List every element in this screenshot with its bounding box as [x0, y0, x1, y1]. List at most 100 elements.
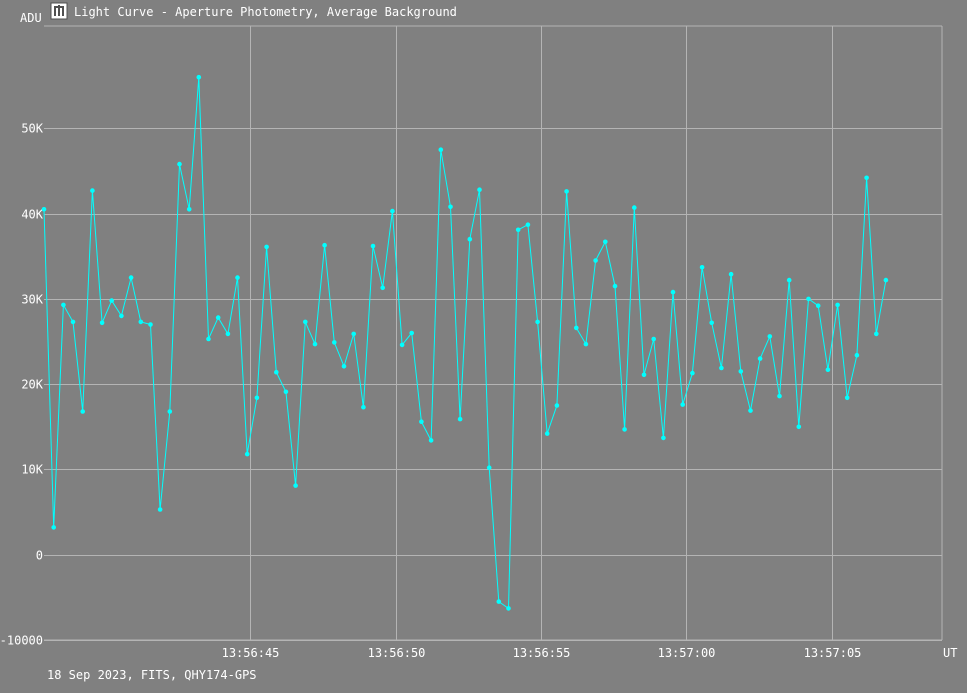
- data-point: [370, 243, 376, 249]
- data-point: [448, 204, 453, 210]
- data-point: [409, 330, 415, 336]
- data-point: [632, 205, 637, 210]
- data-point: [622, 427, 627, 432]
- data-point: [380, 285, 386, 291]
- data-point: [157, 507, 163, 512]
- y-tick-label: 0: [36, 549, 43, 563]
- data-point: [767, 334, 773, 339]
- data-point: [690, 370, 695, 376]
- data-point: [351, 331, 357, 337]
- y-tick-label: 20K: [21, 378, 43, 392]
- window-title: Light Curve - Aperture Photometry, Avera…: [74, 5, 457, 19]
- data-point: [467, 236, 473, 242]
- data-point: [719, 365, 724, 371]
- data-point: [844, 395, 850, 401]
- data-point: [254, 395, 260, 401]
- data-point: [244, 451, 250, 457]
- data-point: [215, 315, 221, 320]
- data-point: [554, 403, 560, 408]
- data-point: [564, 189, 569, 194]
- data-point: [477, 187, 482, 192]
- data-point: [699, 265, 705, 270]
- data-point: [670, 289, 676, 295]
- data-point: [515, 227, 521, 233]
- data-point: [225, 331, 231, 337]
- y-tick-label: 40K: [21, 208, 43, 222]
- x-tick-label: 13:56:50: [368, 646, 426, 660]
- data-point: [603, 239, 608, 245]
- data-point: [186, 207, 192, 212]
- y-tick-label: 50K: [21, 122, 43, 136]
- data-point: [864, 175, 869, 181]
- data-point: [583, 341, 589, 347]
- data-point: [738, 369, 744, 374]
- data-point: [661, 435, 666, 441]
- data-point: [757, 356, 763, 361]
- data-point: [293, 483, 298, 488]
- data-point: [235, 275, 240, 280]
- data-point: [641, 372, 647, 378]
- data-point: [506, 606, 511, 611]
- data-point: [303, 319, 308, 325]
- data-point: [148, 322, 153, 327]
- data-point: [806, 296, 811, 302]
- y-tick-label: -10000: [0, 634, 43, 648]
- y-tick-label: 10K: [21, 463, 43, 477]
- data-point: [361, 404, 366, 410]
- data-point: [777, 393, 782, 399]
- data-point: [80, 409, 85, 414]
- data-point: [177, 161, 182, 167]
- grid: [44, 25, 943, 641]
- data-point: [138, 319, 144, 325]
- data-point: [496, 599, 502, 604]
- x-tick-label: 13:56:45: [222, 646, 280, 660]
- data-point: [854, 352, 860, 358]
- data-point: [544, 431, 550, 436]
- data-point: [419, 419, 424, 425]
- data-point: [312, 341, 318, 347]
- data-point: [786, 277, 792, 283]
- data-point: [438, 147, 444, 152]
- light-curve-app-icon[interactable]: [50, 2, 68, 20]
- x-axis-ticks: 13:56:45 13:56:50 13:56:55 13:57:00 13:57:05: [222, 646, 862, 660]
- data-point: [196, 74, 202, 80]
- data-point: [457, 416, 463, 422]
- x-tick-label: 13:56:55: [513, 646, 571, 660]
- data-point: [835, 302, 840, 308]
- data-point: [815, 303, 821, 309]
- y-tick-label: 30K: [21, 293, 43, 307]
- data-point: [825, 367, 831, 373]
- data-point: [883, 277, 889, 283]
- data-point: [535, 319, 540, 325]
- data-point: [574, 325, 579, 331]
- data-point: [680, 402, 685, 407]
- plot-area[interactable]: -10000 0 10K 20K 30K 40K 50K 13:56:45 13:56:50 1…: [0, 25, 943, 660]
- data-point: [525, 222, 531, 227]
- series-line: [43, 77, 887, 610]
- y-axis-title: ADU: [20, 11, 42, 25]
- data-point: [874, 331, 879, 337]
- y-axis-ticks: -10000 0 10K 20K 30K 40K 50K: [0, 122, 44, 648]
- data-point: [428, 438, 434, 443]
- x-axis-title: UT: [943, 646, 957, 660]
- data-point: [486, 465, 492, 471]
- data-point: [341, 364, 347, 369]
- data-point: [167, 409, 173, 414]
- data-point: [322, 242, 327, 248]
- data-point: [399, 342, 405, 348]
- data-point: [109, 298, 114, 303]
- data-point: [709, 320, 714, 326]
- data-point: [748, 408, 753, 413]
- data-point: [90, 188, 95, 193]
- data-point: [70, 319, 76, 325]
- data-point: [206, 336, 211, 342]
- x-tick-label: 13:57:00: [658, 646, 716, 660]
- data-point: [61, 302, 66, 308]
- data-point: [274, 369, 279, 375]
- data-point: [264, 244, 269, 250]
- data-point: [332, 340, 337, 345]
- data-point: [612, 283, 618, 289]
- data-point: [119, 313, 124, 319]
- data-point: [283, 389, 289, 395]
